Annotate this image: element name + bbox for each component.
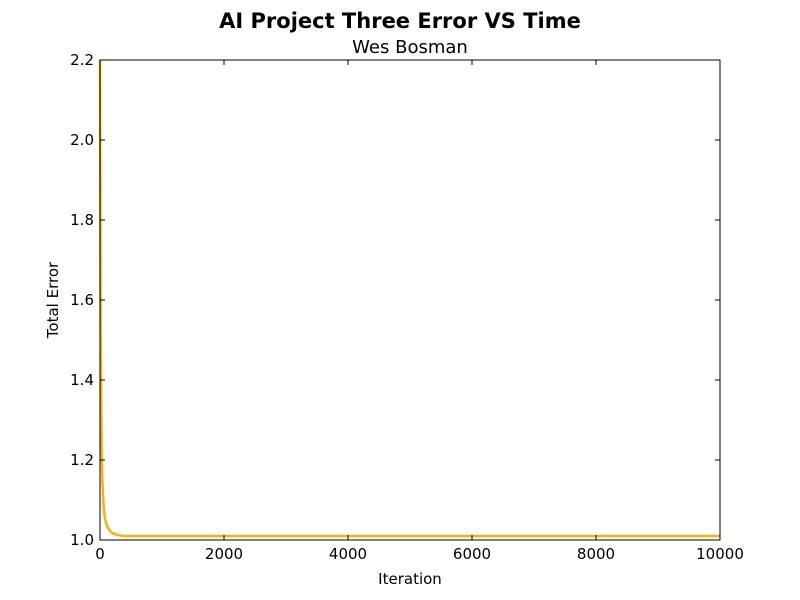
y-axis: 1.0 1.2 1.4 1.6 1.8 2.0 2.2 [70, 51, 720, 549]
y-axis-label: Total Error [44, 261, 62, 339]
x-tick-label: 2000 [205, 545, 243, 563]
y-tick-label: 1.6 [70, 291, 94, 309]
chart-title: AI Project Three Error VS Time [219, 9, 581, 33]
y-tick-label: 1.4 [70, 371, 94, 389]
x-axis: 0 2000 4000 6000 8000 10000 [95, 60, 744, 563]
series-line-0 [98, 59, 720, 538]
x-axis-label: Iteration [378, 570, 442, 588]
y-tick-label: 2.0 [70, 131, 94, 149]
series-layer [98, 59, 720, 538]
y-tick-label: 1.2 [70, 451, 94, 469]
x-tick-label: 0 [95, 545, 105, 563]
y-tick-label: 1.0 [70, 531, 94, 549]
y-tick-label: 2.2 [70, 51, 94, 69]
x-tick-label: 10000 [696, 545, 744, 563]
chart-subtitle: Wes Bosman [352, 37, 468, 58]
x-tick-label: 8000 [577, 545, 615, 563]
x-tick-label: 6000 [453, 545, 491, 563]
x-tick-label: 4000 [329, 545, 367, 563]
y-tick-label: 1.8 [70, 211, 94, 229]
plot-frame [99, 59, 721, 541]
